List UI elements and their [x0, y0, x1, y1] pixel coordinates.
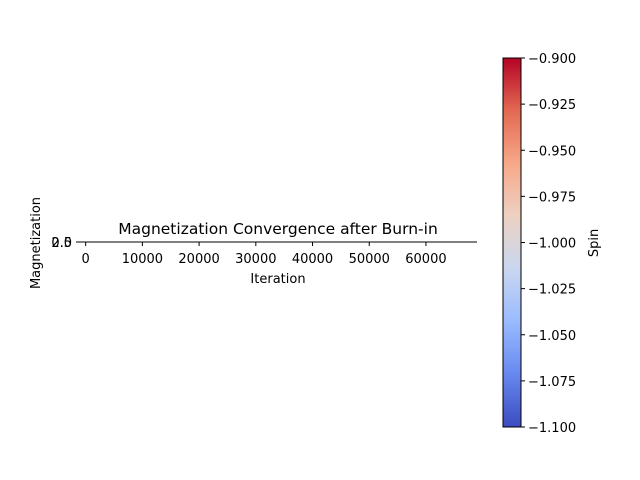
colorbar-tick-label: −0.975: [528, 190, 576, 205]
colorbar-label: Spin: [587, 229, 602, 257]
chart-title: Magnetization Convergence after Burn-in: [118, 220, 438, 238]
colorbar-tick-label: −1.000: [528, 237, 576, 252]
x-tick-label: 60000: [405, 252, 446, 267]
colorbar-gradient: [503, 58, 521, 427]
colorbar-tick-label: −1.050: [528, 329, 576, 344]
x-tick-label: 20000: [178, 252, 219, 267]
colorbar-tick-label: −1.075: [528, 375, 576, 390]
colorbar-tick-label: −0.925: [528, 98, 576, 113]
x-axis-label: Iteration: [250, 272, 305, 287]
colorbar-tick-label: −0.900: [528, 52, 576, 67]
x-tick-label: 50000: [349, 252, 390, 267]
x-tick-label: 10000: [122, 252, 163, 267]
colorbar: −0.900 −0.925 −0.950 −0.975 −1.000 −1.025 −1.0…: [502, 52, 602, 436]
y-tick-label: 2.5: [51, 236, 72, 251]
main-axes: Magnetization Convergence after Burn-in …: [29, 197, 477, 289]
x-tick-label: 0: [82, 252, 90, 267]
x-tick-label: 40000: [292, 252, 333, 267]
y-tick-label: 0.0: [51, 236, 72, 251]
colorbar-tick-label: −1.025: [528, 283, 576, 298]
y-axis-label: Magnetization: [29, 197, 44, 289]
x-ticks: 0 10000 20000 30000 40000 50000 60000: [82, 242, 447, 267]
colorbar-tick-label: −0.950: [528, 144, 576, 159]
colorbar-tick-label: −1.100: [528, 421, 576, 436]
x-tick-label: 30000: [235, 252, 276, 267]
y-ticks: 0.02.5: [51, 236, 80, 251]
colorbar-ticks: −0.900 −0.925 −0.950 −0.975 −1.000 −1.025 −1.0…: [521, 52, 576, 436]
